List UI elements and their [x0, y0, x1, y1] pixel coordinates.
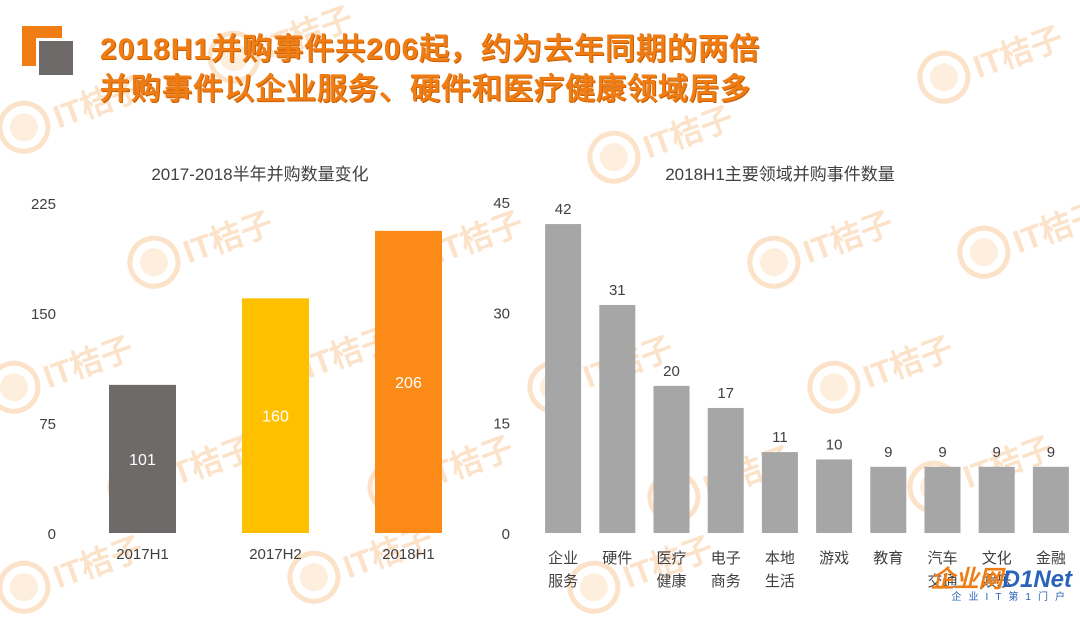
x-tick-label: 汽车	[927, 550, 957, 567]
bar-本地生活	[761, 452, 798, 533]
x-tick-label: 2017H2	[249, 546, 302, 563]
x-tick-label: 游戏	[819, 550, 849, 567]
x-tick-label: 2018H1	[382, 546, 435, 563]
bar-2017H2	[242, 298, 309, 533]
bar-2017H1	[109, 384, 176, 533]
x-tick-label: 2017H1	[116, 546, 169, 563]
y-tick-label: 15	[493, 416, 510, 433]
data-label: 11	[772, 429, 788, 446]
data-label: 42	[555, 201, 572, 218]
y-tick-label: 0	[502, 526, 510, 543]
data-label: 9	[993, 444, 1001, 461]
data-label: 206	[395, 375, 422, 392]
data-label: 31	[609, 282, 626, 299]
bar-企业服务	[545, 224, 582, 534]
slide-title-line-2: 并购事件以企业服务、硬件和医疗健康领域居多	[100, 73, 751, 106]
x-tick-label: 企业	[548, 549, 578, 567]
data-label: 17	[717, 385, 734, 402]
y-tick-label: 150	[31, 306, 56, 323]
x-tick-label: 生活	[765, 573, 795, 590]
x-tick-label: 教育	[873, 550, 903, 567]
brand-sub-text: 企业IT第1门户	[951, 592, 1072, 603]
data-label: 101	[129, 452, 156, 469]
x-tick-label: 文化	[982, 550, 1012, 567]
bar-硬件	[599, 304, 636, 533]
x-tick-label: 硬件	[602, 550, 632, 567]
footer-brand: 企业网D1Net 企业IT第1门户	[931, 568, 1072, 604]
y-tick-label: 75	[39, 416, 56, 433]
data-label: 9	[938, 444, 946, 461]
bar-教育	[870, 466, 907, 533]
y-tick-label: 225	[31, 196, 56, 213]
bar-医疗健康	[653, 385, 690, 533]
x-tick-label: 健康	[656, 573, 686, 590]
x-tick-label: 交通	[927, 572, 957, 590]
data-label: 20	[663, 363, 680, 380]
slide-header: 2018H1并购事件共206起，约为去年同期的两倍 并购事件以企业服务、硬件和医…	[0, 0, 1080, 110]
y-tick-label: 45	[493, 195, 510, 212]
bar-汽车交通	[924, 466, 961, 533]
bar-游戏	[816, 459, 853, 533]
logo-square-gray	[36, 38, 76, 78]
bar-电子商务	[707, 407, 744, 533]
bar-金融	[1032, 466, 1069, 533]
x-tick-label: 本地	[765, 550, 795, 567]
x-tick-label: 电子	[711, 550, 741, 567]
data-label: 160	[262, 409, 289, 426]
chart-1-half-year-mna: 0 75 150 225 101 2017H1 160 2017H2 206 2018H1	[31, 196, 442, 563]
x-tick-label: 服务	[548, 573, 578, 590]
bar-文化娱乐	[978, 466, 1015, 533]
chart-1-title: 2017-2018半年并购数量变化	[151, 165, 369, 184]
slide-title-line-1: 2018H1并购事件共206起，约为去年同期的两倍	[100, 33, 761, 66]
x-tick-label: 商务	[711, 573, 741, 590]
y-tick-label: 30	[493, 305, 510, 322]
y-tick-label: 0	[48, 526, 56, 543]
chart-2-title: 2018H1主要领域并购事件数量	[665, 165, 895, 184]
x-tick-label: 医疗	[656, 550, 686, 567]
x-tick-label: 金融	[1036, 550, 1066, 567]
brand-main-text: 企业网	[930, 566, 1003, 593]
data-label: 9	[884, 444, 892, 461]
data-label: 10	[826, 436, 843, 453]
data-label: 9	[1047, 444, 1055, 461]
x-tick-label: 娱乐	[982, 573, 1012, 590]
bar-2018H1	[375, 230, 442, 533]
brand-accent-text: D1Net	[1002, 566, 1072, 593]
